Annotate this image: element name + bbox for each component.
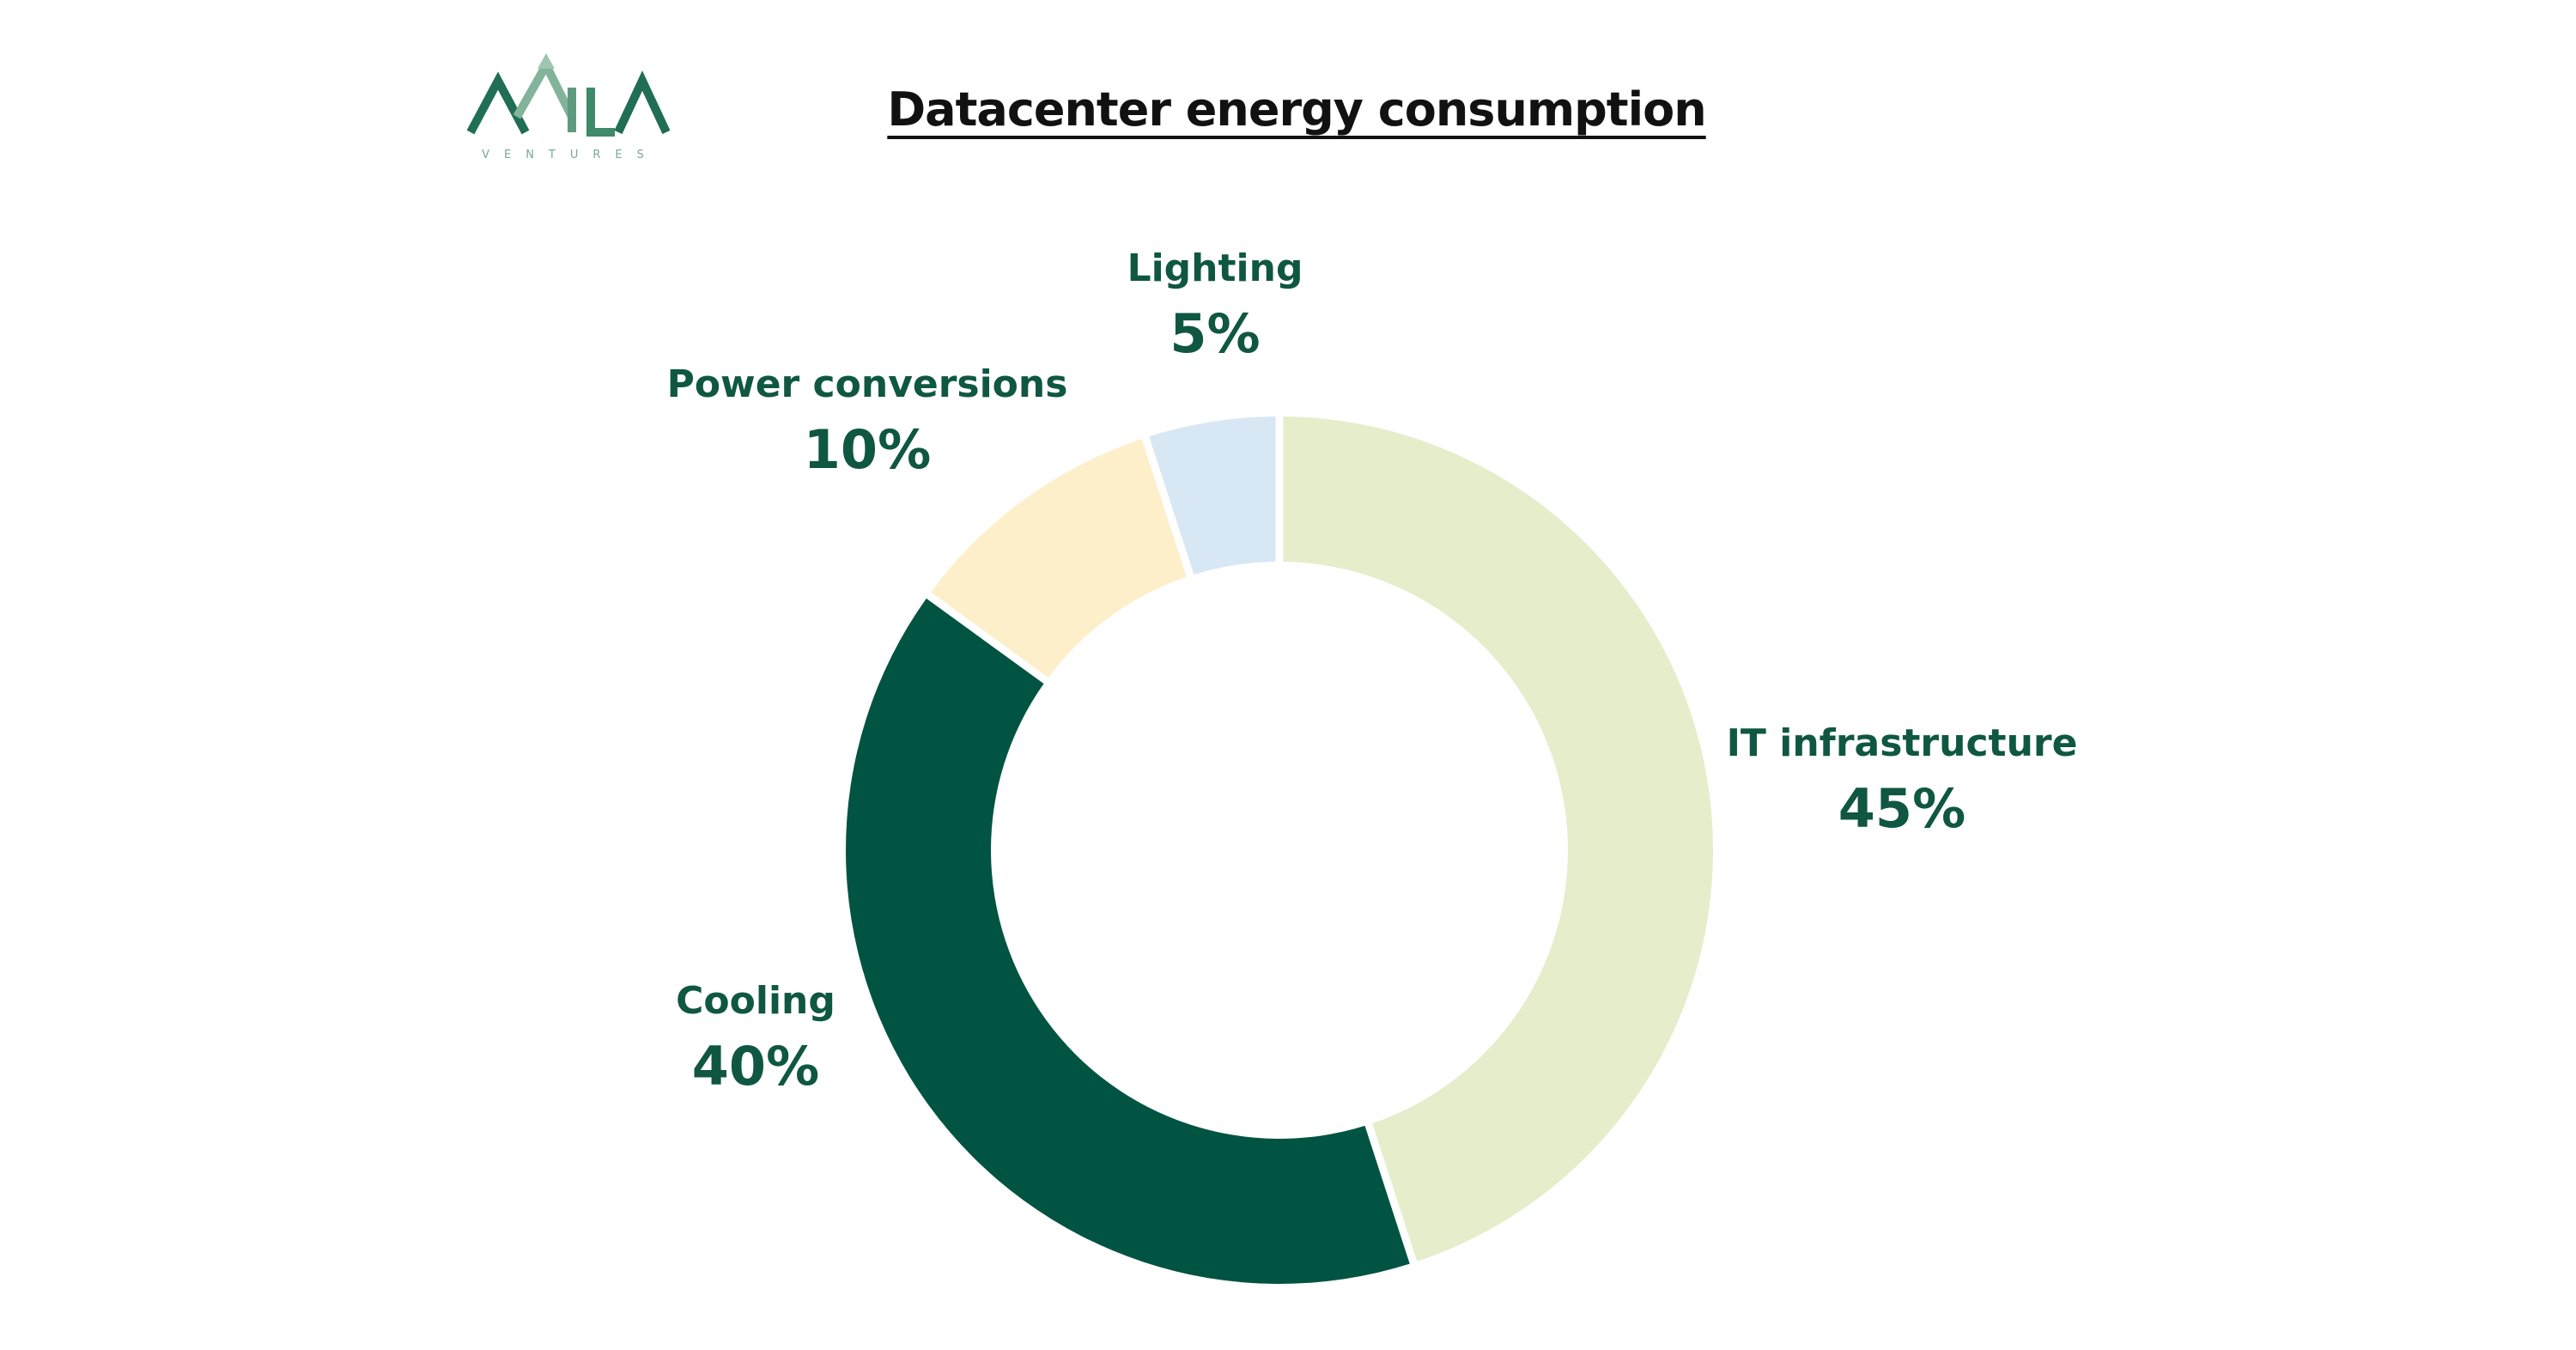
- slice-percentage: 10%: [803, 418, 932, 481]
- slice-name: Lighting: [1127, 246, 1303, 290]
- chart-title: Datacenter energy consumption: [887, 82, 1706, 137]
- slice-label-cooling: Cooling 40%: [676, 976, 835, 1099]
- slice-label-lighting: Lighting 5%: [1127, 243, 1303, 367]
- donut-slices: [846, 417, 1714, 1284]
- slice-cooling: [846, 598, 1410, 1284]
- slice-it-infrastructure: [1283, 417, 1714, 1262]
- logo-mark: [466, 53, 670, 137]
- vila-ventures-logo: VENTURES: [466, 53, 670, 161]
- slice-percentage: 40%: [691, 1035, 820, 1098]
- slice-lighting: [1149, 417, 1276, 575]
- slice-label-it-infrastructure: IT infrastructure 45%: [1727, 718, 2078, 842]
- slice-percentage: 45%: [1838, 777, 1966, 840]
- slice-name: Power conversions: [666, 362, 1068, 406]
- slice-percentage: 5%: [1170, 302, 1261, 365]
- logo-tagline: VENTURES: [482, 149, 659, 161]
- slice-name: Cooling: [676, 979, 835, 1023]
- slice-power-conversions: [931, 439, 1187, 678]
- slice-name: IT infrastructure: [1726, 721, 2078, 765]
- slice-label-power-conversions: Power conversions 10%: [667, 359, 1068, 483]
